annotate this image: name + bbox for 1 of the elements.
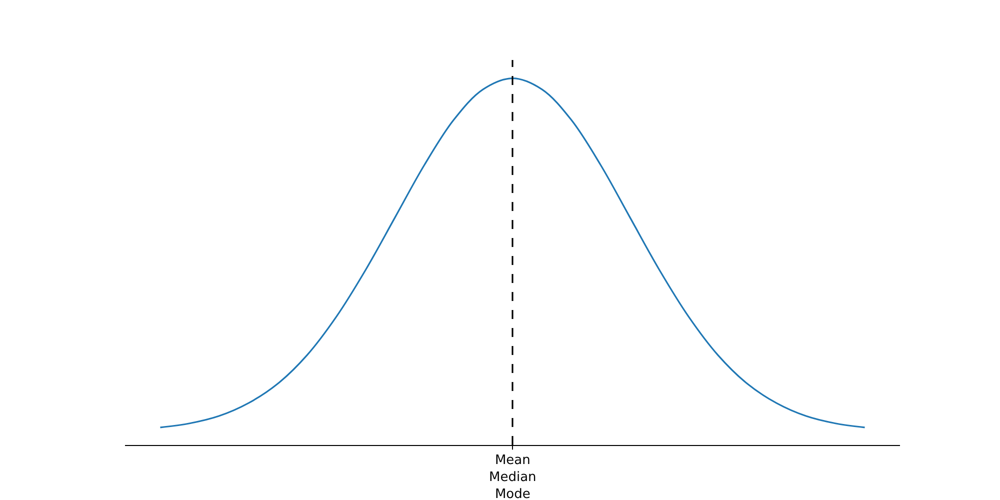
text: Mean Median Mode bbox=[489, 453, 536, 500]
